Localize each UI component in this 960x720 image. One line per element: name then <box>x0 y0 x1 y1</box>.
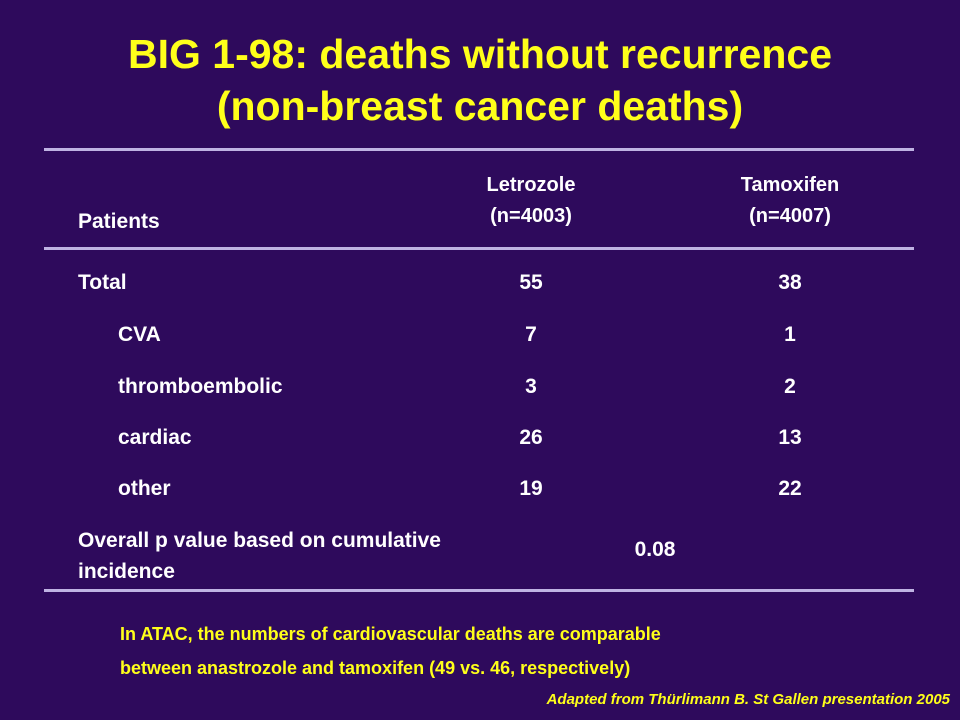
row-letrozole-thromboembolic: 3 <box>525 375 537 398</box>
header-tamoxifen-name: Tamoxifen <box>740 174 840 196</box>
note-line-1: In ATAC, the numbers of cardiovascular d… <box>120 624 661 644</box>
row-label-other: other <box>118 477 171 500</box>
header-letrozole-n: (n=4003) <box>490 205 572 227</box>
row-letrozole-total: 55 <box>519 271 543 294</box>
row-letrozole-cva: 7 <box>525 323 537 346</box>
row-tamoxifen-thromboembolic: 2 <box>784 375 796 398</box>
row-letrozole-other: 19 <box>519 477 543 500</box>
source-credit: Adapted from Thürlimann B. St Gallen pre… <box>546 691 950 708</box>
table-bottom-rule <box>44 589 914 592</box>
title-line-1: BIG 1-98: deaths without recurrence <box>127 31 832 77</box>
slide-title: BIG 1-98: deaths without recurrence (non… <box>0 28 960 132</box>
note-line-2: between anastrozole and tamoxifen (49 vs… <box>120 658 631 678</box>
row-tamoxifen-cardiac: 13 <box>778 426 802 449</box>
title-line-2: (non-breast cancer deaths) <box>216 83 744 129</box>
row-label-cva: CVA <box>118 323 161 346</box>
header-letrozole-name: Letrozole <box>486 174 576 196</box>
row-tamoxifen-other: 22 <box>778 477 802 500</box>
row-tamoxifen-total: 38 <box>778 271 802 294</box>
row-tamoxifen-cva: 1 <box>784 323 796 346</box>
table-header-rule <box>44 247 914 250</box>
pvalue-label-line-1: Overall p value based on cumulative <box>78 529 441 552</box>
header-tamoxifen-n: (n=4007) <box>749 205 831 227</box>
row-label-cardiac: cardiac <box>118 426 192 449</box>
row-label-thromboembolic: thromboembolic <box>118 375 283 398</box>
table-top-rule <box>44 148 914 151</box>
row-letrozole-cardiac: 26 <box>519 426 543 449</box>
row-label-total: Total <box>78 271 127 294</box>
pvalue-value: 0.08 <box>634 538 676 561</box>
header-patients: Patients <box>78 210 160 233</box>
pvalue-label-line-2: incidence <box>78 560 175 583</box>
